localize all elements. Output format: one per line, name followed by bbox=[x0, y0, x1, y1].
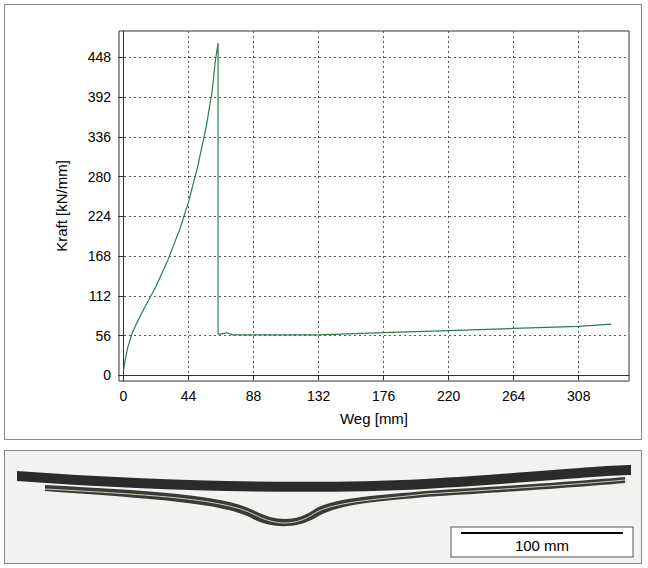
svg-text:0: 0 bbox=[120, 388, 128, 404]
svg-text:220: 220 bbox=[437, 388, 461, 404]
svg-text:0: 0 bbox=[103, 367, 111, 383]
svg-text:280: 280 bbox=[88, 169, 112, 185]
svg-text:56: 56 bbox=[95, 328, 111, 344]
svg-text:392: 392 bbox=[88, 89, 112, 105]
svg-text:88: 88 bbox=[246, 388, 262, 404]
svg-text:168: 168 bbox=[88, 248, 112, 264]
svg-text:308: 308 bbox=[567, 388, 591, 404]
svg-text:448: 448 bbox=[88, 49, 112, 65]
svg-text:100 mm: 100 mm bbox=[515, 537, 569, 554]
svg-text:Weg [mm]: Weg [mm] bbox=[340, 410, 408, 427]
svg-text:44: 44 bbox=[181, 388, 197, 404]
svg-text:Kraft [kN/mm]: Kraft [kN/mm] bbox=[53, 160, 70, 252]
svg-text:264: 264 bbox=[502, 388, 526, 404]
svg-text:224: 224 bbox=[88, 208, 112, 224]
svg-text:132: 132 bbox=[307, 388, 331, 404]
svg-text:112: 112 bbox=[89, 288, 112, 304]
svg-text:336: 336 bbox=[88, 129, 112, 145]
svg-text:176: 176 bbox=[372, 388, 396, 404]
